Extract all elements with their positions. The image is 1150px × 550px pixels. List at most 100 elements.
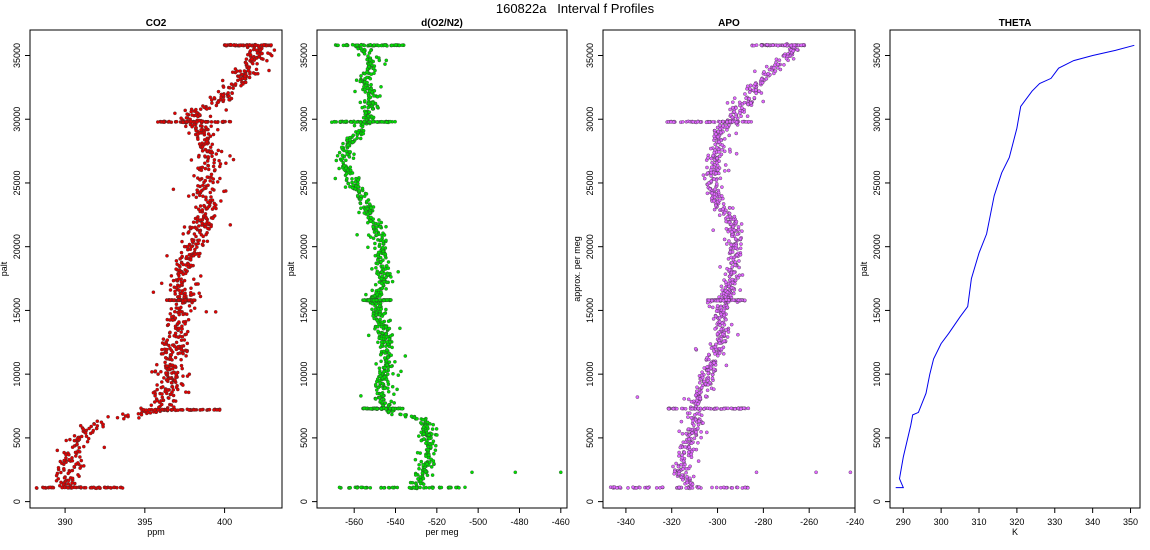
- data-point: [379, 406, 384, 411]
- data-point: [262, 43, 266, 47]
- data-point: [341, 43, 346, 48]
- data-point: [174, 285, 179, 290]
- data-point: [383, 356, 387, 360]
- data-point: [169, 380, 174, 385]
- data-point: [384, 307, 388, 312]
- data-point: [418, 481, 423, 486]
- data-point: [220, 119, 225, 124]
- data-point: [754, 88, 758, 92]
- data-point: [155, 362, 159, 367]
- data-point: [200, 165, 205, 170]
- data-point: [376, 222, 381, 226]
- data-point: [427, 433, 431, 437]
- data-point: [848, 470, 853, 475]
- data-point: [709, 156, 714, 161]
- data-point: [412, 485, 417, 490]
- data-point: [367, 110, 372, 114]
- data-point: [254, 43, 259, 47]
- data-point: [179, 250, 184, 255]
- data-point: [136, 412, 141, 416]
- data-point: [176, 335, 181, 340]
- data-point: [738, 111, 742, 115]
- data-point: [181, 232, 185, 236]
- data-point: [208, 145, 213, 149]
- data-point: [388, 119, 392, 124]
- data-point: [719, 284, 724, 289]
- chart-title: d(O2/N2): [421, 18, 463, 29]
- data-point: [742, 406, 746, 411]
- data-point: [180, 239, 184, 244]
- data-point: [732, 96, 737, 100]
- data-point: [386, 260, 391, 264]
- data-point: [270, 53, 274, 58]
- data-point: [190, 239, 195, 243]
- data-point: [740, 273, 745, 277]
- data-point: [691, 120, 695, 124]
- data-point: [384, 120, 389, 124]
- data-point: [688, 464, 692, 469]
- data-point: [190, 225, 195, 230]
- data-point: [700, 375, 705, 380]
- data-point: [729, 260, 734, 265]
- data-point: [675, 406, 679, 411]
- data-point: [374, 302, 379, 306]
- data-point: [358, 100, 363, 105]
- data-point: [677, 429, 681, 434]
- x-tick-label: -500: [469, 517, 487, 527]
- data-point: [715, 156, 719, 161]
- data-point: [242, 69, 247, 73]
- data-point: [671, 406, 676, 411]
- data-point: [176, 298, 181, 302]
- data-point: [725, 215, 730, 219]
- data-point: [415, 450, 420, 455]
- data-point: [736, 227, 741, 232]
- data-point: [359, 74, 363, 78]
- data-point: [709, 346, 714, 350]
- y-tick-label: 0: [585, 499, 595, 504]
- data-point: [207, 407, 212, 412]
- data-point: [384, 377, 389, 382]
- data-point: [749, 101, 753, 105]
- data-point: [380, 286, 385, 290]
- data-point: [179, 291, 184, 296]
- data-point: [191, 408, 196, 412]
- data-point: [183, 298, 188, 303]
- data-point: [201, 239, 206, 243]
- data-point: [782, 53, 787, 58]
- data-point: [187, 230, 191, 234]
- data-point: [375, 379, 379, 384]
- data-point: [197, 193, 202, 198]
- data-point: [185, 312, 189, 316]
- data-point: [389, 364, 394, 369]
- data-point: [108, 485, 113, 490]
- data-point: [733, 260, 738, 264]
- data-point: [206, 155, 210, 159]
- data-point: [152, 400, 157, 404]
- data-point: [366, 245, 370, 250]
- data-point: [386, 266, 391, 270]
- data-point: [711, 228, 715, 232]
- data-point: [384, 58, 389, 63]
- data-point: [377, 304, 382, 308]
- data-point: [726, 406, 730, 411]
- data-point: [686, 397, 691, 402]
- data-point: [710, 160, 714, 165]
- data-point: [389, 399, 393, 404]
- data-point: [198, 178, 202, 182]
- data-point: [395, 387, 399, 392]
- y-tick-label: 0: [872, 499, 882, 504]
- data-point: [747, 90, 752, 94]
- data-point: [56, 465, 61, 470]
- data-point: [171, 370, 176, 375]
- data-point: [710, 376, 715, 380]
- data-point: [423, 469, 428, 474]
- data-point: [199, 119, 204, 124]
- data-point: [200, 242, 205, 247]
- data-point: [104, 485, 108, 490]
- data-point: [56, 477, 61, 481]
- data-point: [410, 480, 415, 485]
- data-point: [343, 119, 348, 124]
- data-point: [165, 338, 170, 342]
- data-point: [368, 57, 372, 62]
- data-point: [674, 461, 678, 466]
